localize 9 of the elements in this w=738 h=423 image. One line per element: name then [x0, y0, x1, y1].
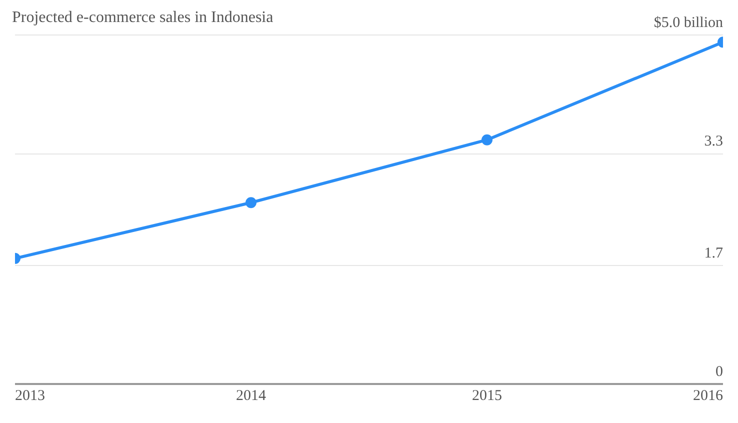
y-tick-label: 0 [716, 364, 723, 380]
x-tick-label: 2016 [693, 388, 724, 404]
x-tick-label: 2014 [236, 388, 266, 404]
y-tick-label: 3.3 [704, 134, 723, 150]
y-tick-label: 1.7 [704, 245, 724, 262]
y-tick-label: $5.0 billion [654, 15, 724, 32]
x-tick-label: 2015 [472, 388, 502, 404]
x-tick-label: 2013 [15, 388, 45, 404]
chart-title: Projected e-commerce sales in Indonesia [12, 8, 274, 26]
